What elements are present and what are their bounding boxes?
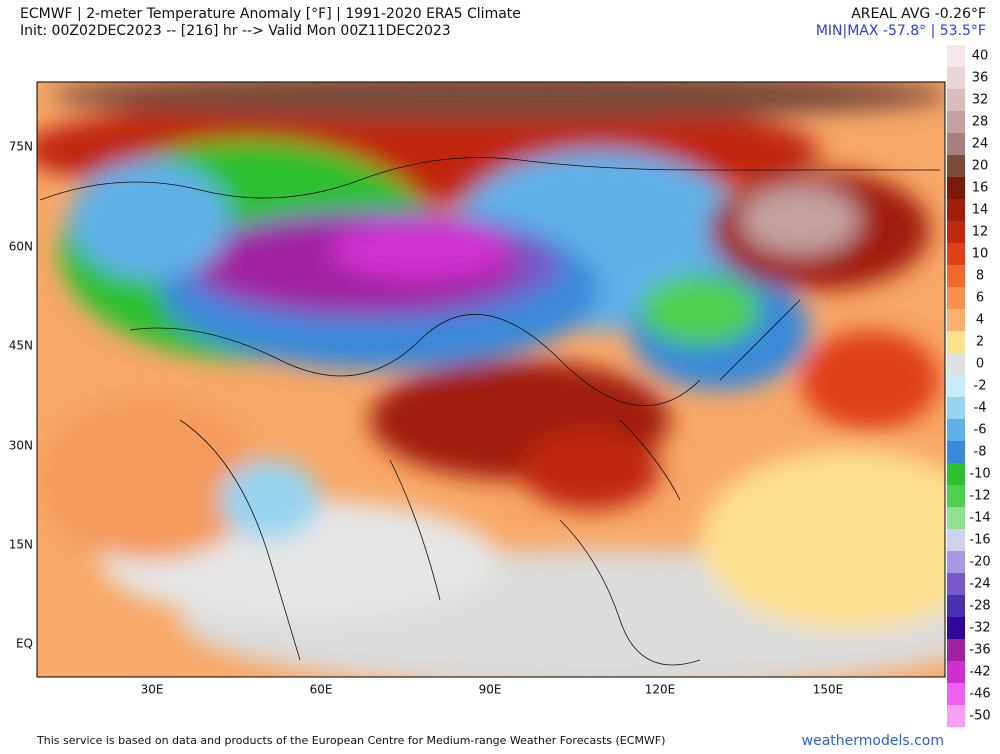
lon-label: 60E [310, 683, 333, 697]
colorbar-cell [947, 155, 965, 177]
colorbar-label: 12 [972, 225, 989, 240]
colorbar-label: -4 [974, 401, 987, 416]
title: ECMWF | 2-meter Temperature Anomaly [°F]… [20, 6, 521, 22]
colorbar-cell [947, 441, 965, 463]
colorbar-cell [947, 529, 965, 551]
colorbar-label: -20 [969, 555, 990, 570]
colorbar-cell [947, 617, 965, 639]
colorbar-cell [947, 375, 965, 397]
colorbar-cell [947, 45, 965, 67]
site-link[interactable]: weathermodels.com [802, 733, 944, 749]
min-max: MIN|MAX -57.8° | 53.5°F [816, 23, 986, 39]
colorbar-label: 36 [972, 71, 989, 86]
colorbar-cell [947, 639, 965, 661]
colorbar-label: -16 [969, 533, 990, 548]
colorbar-label: 4 [976, 313, 984, 328]
colorbar-cell [947, 463, 965, 485]
colorbar-cell [947, 309, 965, 331]
colorbar-label: 6 [976, 291, 984, 306]
lon-label: 30E [141, 683, 164, 697]
colorbar-label: -10 [969, 467, 990, 482]
colorbar-cell [947, 287, 965, 309]
colorbar-cell [947, 353, 965, 375]
colorbar-label: -6 [974, 423, 987, 438]
colorbar-cell [947, 419, 965, 441]
colorbar-cell [947, 683, 965, 705]
colorbar-label: 14 [972, 203, 989, 218]
colorbar-cell [947, 705, 965, 727]
lat-label: 45N [9, 339, 33, 353]
lat-label: 30N [9, 439, 33, 453]
colorbar-cell [947, 111, 965, 133]
colorbar-label: 0 [976, 357, 984, 372]
colorbar-label: -2 [974, 379, 987, 394]
colorbar-cell [947, 177, 965, 199]
colorbar-cell [947, 397, 965, 419]
credit: This service is based on data and produc… [36, 734, 665, 747]
lon-label: 120E [645, 683, 676, 697]
colorbar-cell [947, 661, 965, 683]
colorbar-cell [947, 199, 965, 221]
colorbar-cell [947, 331, 965, 353]
map-field [37, 82, 945, 677]
lat-label: 75N [9, 140, 33, 154]
colorbar-label: 16 [972, 181, 989, 196]
map-frame [36, 81, 946, 678]
colorbar-label: 40 [972, 49, 989, 64]
colorbar-label: 24 [972, 137, 989, 152]
colorbar-label: -24 [969, 577, 990, 592]
colorbar-cell [947, 89, 965, 111]
colorbar-label: -28 [969, 599, 990, 614]
colorbar-cell [947, 221, 965, 243]
lat-label: EQ [16, 637, 33, 651]
colorbar-label: -12 [969, 489, 990, 504]
colorbar-label: 20 [972, 159, 989, 174]
lat-label: 15N [9, 538, 33, 552]
colorbar-label: -36 [969, 643, 990, 658]
colorbar-label: 8 [976, 269, 984, 284]
colorbar-cell [947, 551, 965, 573]
colorbar-label: -32 [969, 621, 990, 636]
areal-avg: AREAL AVG -0.26°F [851, 6, 986, 22]
colorbar-label: -42 [969, 665, 990, 680]
colorbar-label: -50 [969, 709, 990, 724]
colorbar-label: 32 [972, 93, 989, 108]
lon-label: 150E [813, 683, 844, 697]
colorbar-cell [947, 133, 965, 155]
colorbar-cell [947, 243, 965, 265]
colorbar-label: 28 [972, 115, 989, 130]
lon-label: 90E [479, 683, 502, 697]
colorbar-label: 2 [976, 335, 984, 350]
colorbar-label: -14 [969, 511, 990, 526]
colorbar-cell [947, 507, 965, 529]
init-line: Init: 00Z02DEC2023 -- [216] hr --> Valid… [20, 23, 451, 39]
colorbar-cell [947, 265, 965, 287]
colorbar-label: -46 [969, 687, 990, 702]
colorbar-cell [947, 595, 965, 617]
lat-label: 60N [9, 240, 33, 254]
colorbar-label: -8 [974, 445, 987, 460]
colorbar-label: 10 [972, 247, 989, 262]
colorbar-cell [947, 67, 965, 89]
colorbar-cell [947, 485, 965, 507]
colorbar-cell [947, 573, 965, 595]
